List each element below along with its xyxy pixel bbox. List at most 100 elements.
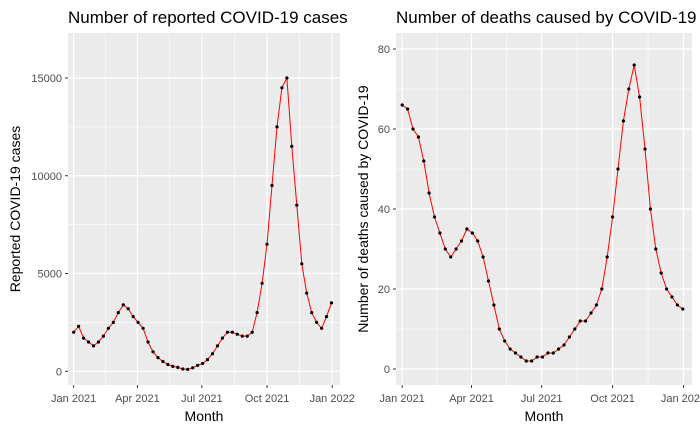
data-point [215, 344, 220, 348]
x-tick-label: Jan 2021 [380, 393, 425, 405]
x-tick-label: Jan 2021 [51, 393, 96, 405]
data-point [400, 103, 404, 107]
data-point [584, 319, 588, 323]
x-axis-label: Month [185, 408, 224, 424]
data-point [530, 359, 534, 363]
chart-left: 0 5000 10000 15000 Jan 2021 Apr 2021 Jul 2021 O… [7, 8, 355, 424]
data-point [324, 315, 329, 319]
data-point [486, 279, 491, 283]
data-point [557, 347, 561, 351]
data-point [205, 358, 210, 362]
data-point [567, 335, 572, 339]
data-point [562, 343, 566, 347]
data-point [665, 287, 669, 291]
plot-area [72, 76, 334, 371]
data-point [416, 135, 420, 139]
data-point [161, 359, 165, 364]
data-point [225, 330, 229, 334]
x-tick-label: Jan 2022 [661, 393, 700, 405]
data-point [245, 334, 249, 338]
data-point [290, 144, 294, 148]
data-point [260, 281, 264, 285]
data-point [186, 367, 190, 371]
data-point [654, 247, 658, 251]
data-point [111, 320, 115, 324]
y-tick-label: 5000 [38, 269, 62, 281]
data-point [72, 330, 76, 334]
data-point [315, 320, 319, 324]
y-tick-label: 0 [384, 364, 390, 376]
data-point [632, 63, 636, 67]
data-point [454, 247, 458, 251]
data-point [131, 315, 135, 319]
data-point [627, 87, 631, 91]
data-point [638, 95, 642, 99]
data-point [476, 239, 480, 243]
data-point [551, 351, 555, 355]
data-point [196, 363, 200, 367]
chart-right: 0 20 40 60 80 Jan 2021 Apr 2021 Jul 2021 Oct 202… [355, 8, 700, 424]
data-point [141, 326, 145, 330]
data-point [589, 311, 593, 315]
data-point [166, 362, 170, 367]
data-point [621, 119, 626, 123]
y-tick-label: 60 [378, 124, 390, 136]
data-point [535, 355, 539, 359]
data-point [449, 255, 453, 259]
y-axis-label: Reported COVID-19 cases [7, 126, 23, 293]
data-point [171, 364, 175, 368]
data-point [524, 359, 528, 363]
data-point [101, 334, 105, 338]
y-axis-label: Number of deaths caused by COVID-19 [355, 85, 371, 333]
data-point [176, 365, 180, 369]
data-point [191, 366, 195, 370]
data-point [82, 336, 86, 340]
data-point [600, 287, 604, 291]
data-point [329, 301, 334, 305]
data-point [77, 324, 81, 328]
data-point [235, 332, 239, 336]
data-point [459, 239, 464, 243]
data-point [275, 125, 279, 129]
data-point [513, 351, 518, 355]
y-tick-label: 10000 [31, 171, 62, 183]
data-point [519, 355, 523, 359]
data-point [438, 231, 442, 235]
data-point [265, 242, 269, 246]
x-tick-label: Jul 2021 [521, 393, 563, 405]
x-tick-label: Apr 2021 [449, 393, 494, 405]
data-point [270, 183, 274, 188]
data-point [648, 207, 653, 211]
data-point [492, 303, 496, 307]
x-axis-label: Month [525, 408, 564, 424]
data-point [546, 351, 550, 355]
chart-title: Number of reported COVID-19 cases [68, 8, 348, 27]
data-point [470, 231, 474, 235]
x-tick-label: Jan 2022 [310, 393, 355, 405]
data-point [497, 327, 501, 331]
data-point [659, 271, 663, 275]
data-point [116, 311, 120, 315]
data-point [427, 191, 431, 195]
data-point [210, 352, 215, 356]
data-point [578, 319, 582, 323]
panel-background [68, 33, 340, 385]
data-point [300, 262, 304, 266]
x-tick-label: Oct 2021 [245, 393, 290, 405]
data-point [121, 303, 125, 307]
data-point [594, 303, 599, 307]
data-point [151, 350, 155, 354]
data-point [611, 215, 615, 219]
data-point [481, 255, 485, 259]
y-tick-label: 80 [378, 44, 390, 56]
data-point [285, 76, 289, 80]
data-point [432, 215, 437, 219]
data-point [681, 307, 685, 311]
data-point [675, 303, 680, 307]
data-point [146, 340, 150, 344]
data-point [422, 159, 426, 163]
data-point [540, 355, 545, 359]
data-point [156, 356, 160, 360]
y-tick-label: 20 [378, 284, 390, 296]
